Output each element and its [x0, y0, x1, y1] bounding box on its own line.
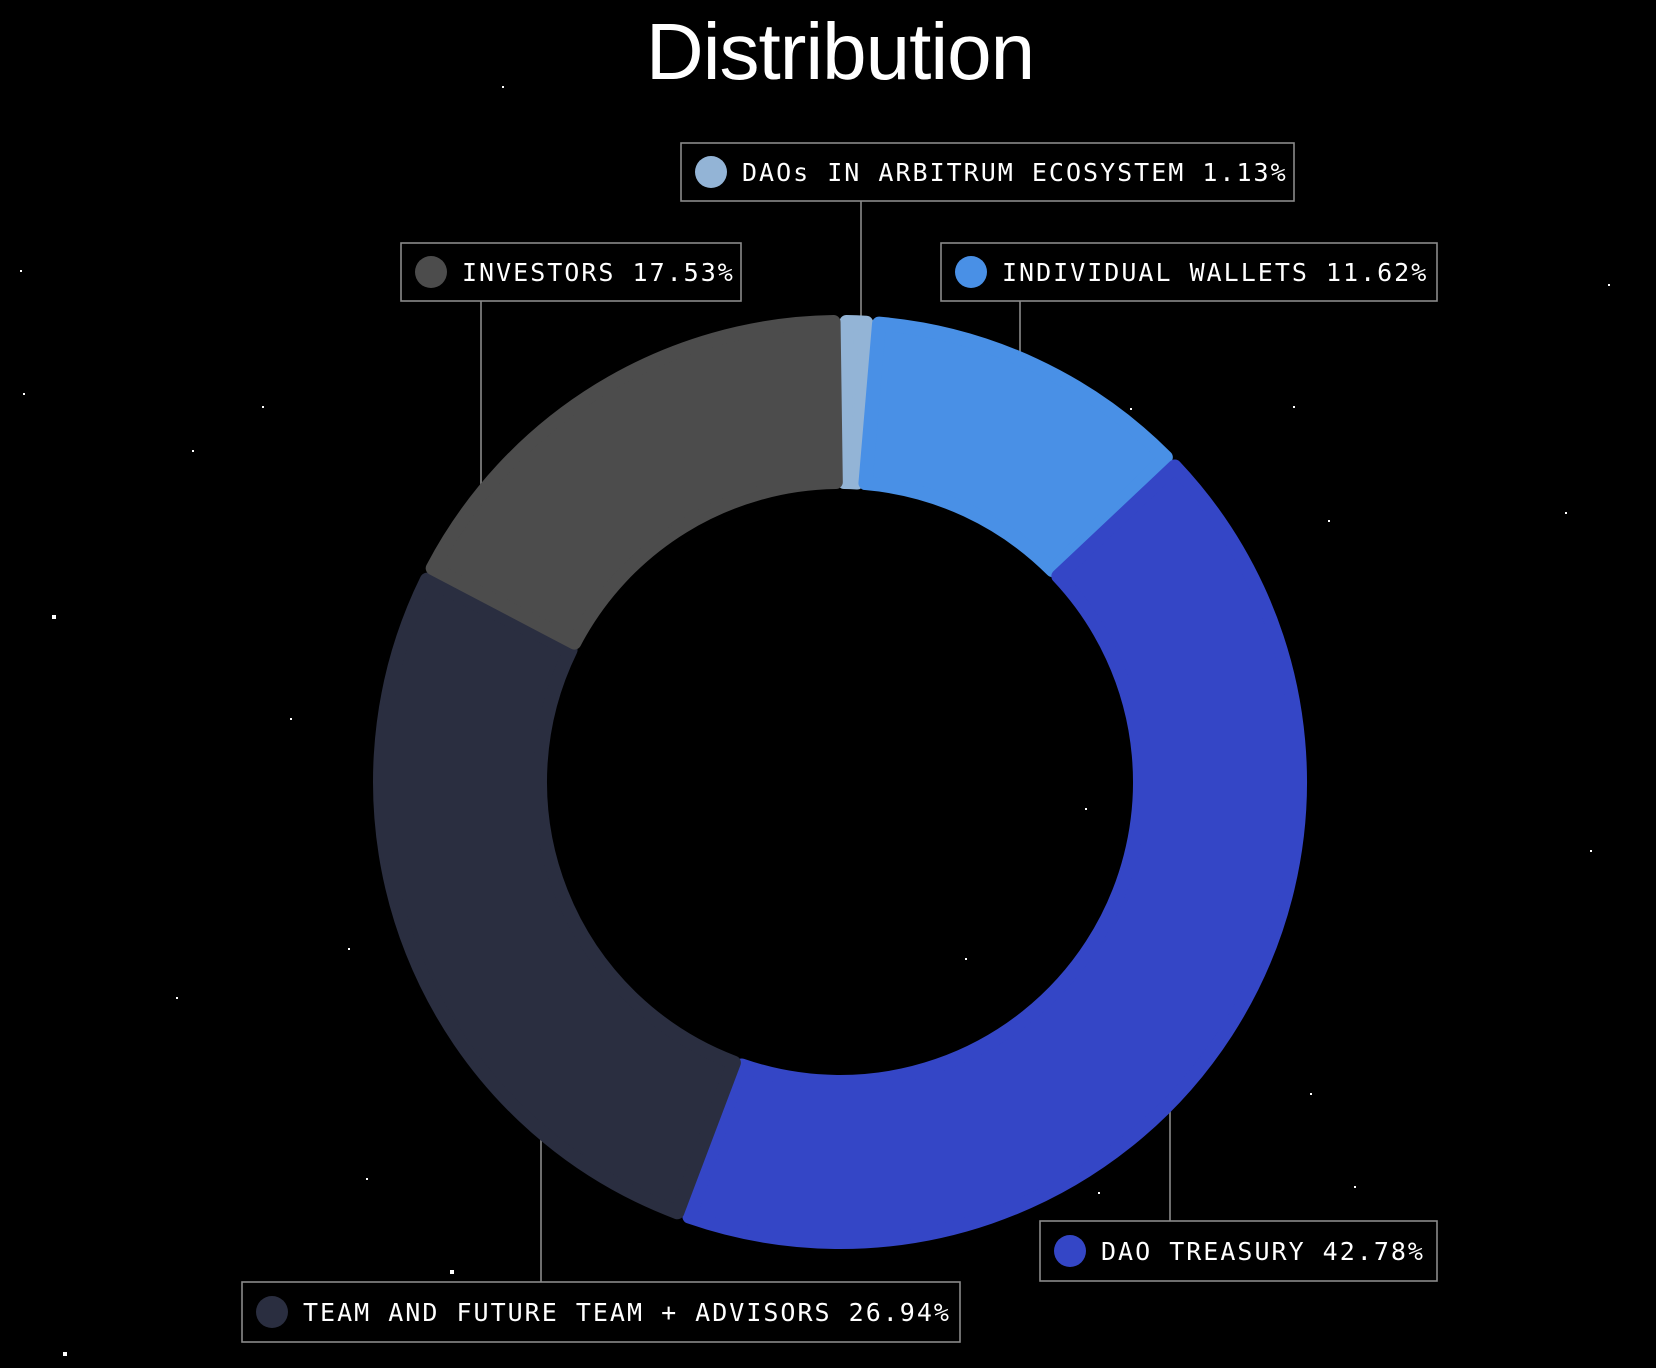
- legend-swatch-investors: [415, 256, 447, 288]
- star-dot: [192, 450, 194, 452]
- star-dot: [1354, 1186, 1356, 1188]
- star-dot: [290, 718, 292, 720]
- legend-label-team-and-future-team-advisors: TEAM AND FUTURE TEAM + ADVISORS 26.94%: [303, 1298, 951, 1327]
- callout-labels: DAOs IN ARBITRUM ECOSYSTEM 1.13% INDIVIDU…: [241, 142, 1438, 1343]
- star-dot: [262, 406, 264, 408]
- star-dot: [176, 997, 178, 999]
- star-dot: [450, 1270, 454, 1274]
- donut-slices: [373, 315, 1307, 1249]
- star-dot: [1085, 808, 1087, 810]
- callout-team-and-future-team-advisors: TEAM AND FUTURE TEAM + ADVISORS 26.94%: [241, 1281, 961, 1343]
- callout-box: [680, 142, 1295, 202]
- callout-individual-wallets: INDIVIDUAL WALLETS 11.62%: [940, 242, 1438, 302]
- donut-slice-team-and-future-team-advisors: [373, 572, 741, 1220]
- legend-swatch-dao-treasury: [1054, 1235, 1086, 1267]
- callout-box: [400, 242, 742, 302]
- callout-box: [1039, 1220, 1438, 1282]
- star-dot: [502, 86, 504, 88]
- legend-label-individual-wallets: INDIVIDUAL WALLETS 11.62%: [1002, 258, 1428, 287]
- legend-swatch-daos-in-arbitrum-ecosystem: [695, 156, 727, 188]
- callout-leader-lines: [480, 201, 1171, 1282]
- star-dot: [1293, 406, 1295, 408]
- star-dot: [1590, 850, 1592, 852]
- donut-slice-dao-treasury: [682, 459, 1307, 1249]
- legend-label-investors: INVESTORS 17.53%: [462, 258, 735, 287]
- callout-investors: INVESTORS 17.53%: [400, 242, 742, 302]
- donut-slice-individual-wallets: [858, 316, 1173, 578]
- star-field: [20, 86, 1610, 1356]
- callout-box: [940, 242, 1438, 302]
- star-dot: [20, 270, 22, 272]
- star-dot: [63, 1352, 67, 1356]
- chart-title: Distribution: [645, 7, 1035, 96]
- star-dot: [1130, 408, 1132, 410]
- callout-box: [241, 1281, 961, 1343]
- star-dot: [1098, 1192, 1100, 1194]
- star-dot: [1565, 512, 1567, 514]
- star-dot: [23, 393, 25, 395]
- donut-slice-daos-in-arbitrum-ecosystem: [837, 315, 874, 490]
- star-dot: [1328, 520, 1330, 522]
- callout-daos-in-arbitrum-ecosystem: DAOs IN ARBITRUM ECOSYSTEM 1.13%: [680, 142, 1295, 202]
- legend-swatch-individual-wallets: [955, 256, 987, 288]
- callout-dao-treasury: DAO TREASURY 42.78%: [1039, 1220, 1438, 1282]
- legend-label-dao-treasury: DAO TREASURY 42.78%: [1101, 1237, 1425, 1266]
- donut-slice-investors: [425, 315, 843, 650]
- star-dot: [52, 615, 56, 619]
- star-dot: [348, 948, 350, 950]
- legend-label-daos-in-arbitrum-ecosystem: DAOs IN ARBITRUM ECOSYSTEM 1.13%: [742, 158, 1288, 187]
- star-dot: [1310, 1093, 1312, 1095]
- star-dot: [965, 958, 967, 960]
- star-dot: [366, 1178, 368, 1180]
- star-dot: [1608, 284, 1610, 286]
- legend-swatch-team-and-future-team-advisors: [256, 1296, 288, 1328]
